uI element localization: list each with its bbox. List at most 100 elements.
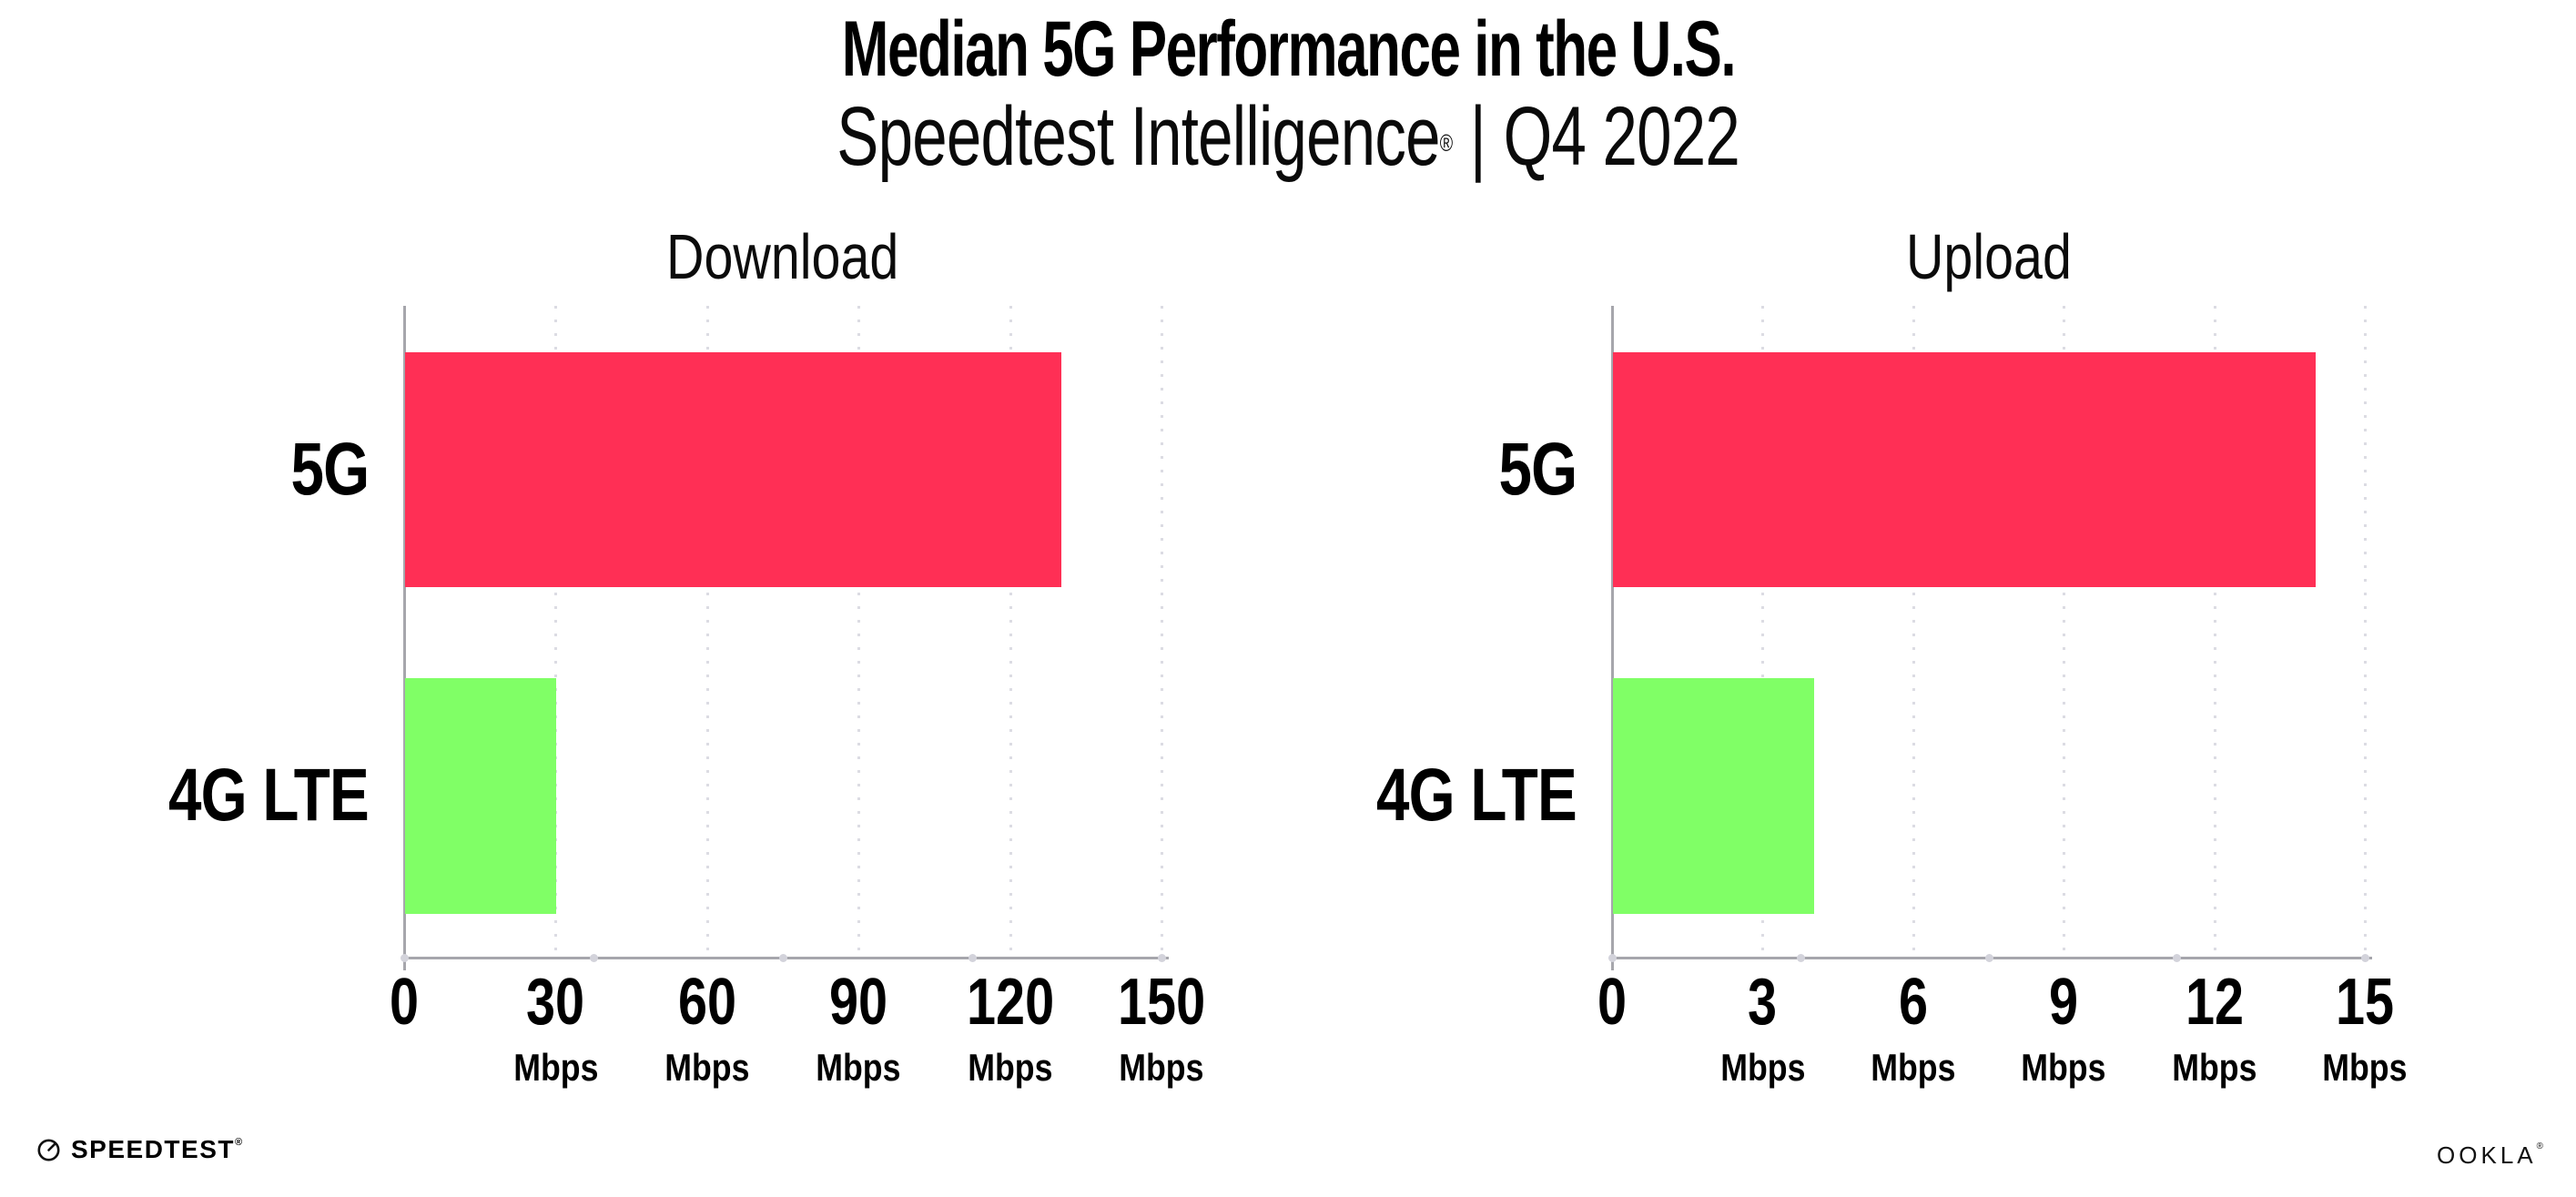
- bar-4g-lte: [405, 678, 557, 914]
- tick-number: 90: [758, 969, 958, 1036]
- tick-number: 3: [1662, 969, 1862, 1036]
- tick-unit-text: Mbps: [664, 1046, 750, 1089]
- download-plot-area: [401, 306, 1169, 970]
- tick-number-text: 0: [1597, 966, 1628, 1039]
- speedtest-logo: SPEEDTEST®: [36, 1136, 244, 1163]
- upload-category-labels: 5G 4G LTE: [1285, 306, 1577, 959]
- tick-number: 30: [455, 969, 655, 1036]
- tick-unit-text: Mbps: [1871, 1046, 1956, 1089]
- gridline-15-mbps: [2364, 306, 2367, 959]
- tick-unit-text: Mbps: [1119, 1046, 1204, 1089]
- tick-label-90: 90 Mbps: [758, 969, 958, 1089]
- category-label-5g: 5G: [77, 427, 370, 511]
- tick-unit: Mbps: [2265, 1047, 2465, 1089]
- tick-label-9: 9 Mbps: [1963, 969, 2164, 1089]
- subtitle-brand: Speedtest Intelligence: [837, 90, 1440, 183]
- axis-tick-dot: [2361, 954, 2369, 962]
- tick-number-text: 6: [1898, 966, 1928, 1039]
- gridline-30-mbps: [554, 306, 558, 959]
- subtitle-period: Q4 2022: [1503, 90, 1739, 183]
- gridline-150-mbps: [1161, 306, 1163, 959]
- axis-tick-dot: [401, 954, 409, 962]
- registered-mark-icon: ®: [234, 1137, 244, 1148]
- ookla-wordmark: OOKLA: [2437, 1141, 2537, 1169]
- page-title-text: Median 5G Performance in the U.S.: [841, 5, 1736, 93]
- tick-unit-text: Mbps: [816, 1046, 901, 1089]
- ookla-logo: OOKLA®: [2437, 1141, 2543, 1169]
- download-category-labels: 5G 4G LTE: [77, 306, 370, 959]
- gridline-3-mbps: [1761, 306, 1765, 959]
- tick-number-text: 3: [1748, 966, 1778, 1039]
- tick-number-text: 120: [966, 966, 1054, 1039]
- axis-tick-dot: [1796, 954, 1805, 962]
- download-y-axis: [403, 306, 406, 970]
- tick-label-3: 3 Mbps: [1662, 969, 1862, 1089]
- tick-number: 60: [607, 969, 807, 1036]
- tick-unit: Mbps: [1813, 1047, 2013, 1089]
- tick-number: 150: [1061, 969, 1262, 1036]
- category-label-5g: 5G: [1285, 427, 1577, 511]
- tick-unit: Mbps: [2115, 1047, 2315, 1089]
- tick-label-150: 150 Mbps: [1061, 969, 1262, 1089]
- gridline-60-mbps: [705, 306, 709, 959]
- tick-unit: Mbps: [607, 1047, 807, 1089]
- upload-plot-area: [1608, 306, 2372, 970]
- download-x-tick-labels: 0 30 Mbps 60 Mbps 90 Mbps 120 Mbps 150 Mbps: [390, 966, 1205, 1151]
- tick-number: 15: [2265, 969, 2465, 1036]
- tick-unit-text: Mbps: [512, 1046, 598, 1089]
- tick-unit: Mbps: [455, 1047, 655, 1089]
- axis-tick-dot: [590, 954, 598, 962]
- upload-y-axis: [1611, 306, 1614, 970]
- page-subtitle: Speedtest Intelligence® | Q4 2022: [0, 91, 2576, 196]
- category-label-4g-lte: 4G LTE: [1285, 755, 1577, 837]
- tick-number-text: 15: [2335, 966, 2395, 1039]
- tick-number-text: 150: [1117, 966, 1206, 1039]
- category-label-text: 4G LTE: [168, 754, 370, 837]
- tick-number: 6: [1813, 969, 2013, 1036]
- tick-label-0: 0: [304, 969, 504, 1036]
- download-chart-title: Download: [666, 221, 899, 292]
- tick-number: 0: [304, 969, 504, 1036]
- category-label-text: 5G: [1498, 427, 1577, 511]
- subtitle-divider: |: [1469, 90, 1486, 183]
- gridline-90-mbps: [857, 306, 861, 959]
- speedtest-gauge-icon: [37, 1139, 60, 1161]
- tick-unit: Mbps: [1061, 1047, 1262, 1089]
- gridline-6-mbps: [1912, 306, 1915, 959]
- tick-unit-text: Mbps: [967, 1046, 1053, 1089]
- tick-label-15: 15 Mbps: [2265, 969, 2465, 1089]
- tick-unit: Mbps: [758, 1047, 958, 1089]
- gridline-9-mbps: [2063, 306, 2066, 959]
- category-label-4g-lte: 4G LTE: [77, 754, 370, 837]
- tick-unit-text: Mbps: [1719, 1046, 1805, 1089]
- tick-number-text: 0: [389, 966, 420, 1039]
- page-title: Median 5G Performance in the U.S.: [0, 5, 2576, 93]
- tick-number: 12: [2115, 969, 2315, 1036]
- upload-x-tick-labels: 0 3 Mbps 6 Mbps 9 Mbps 12 Mbps 15 Mbps: [1597, 969, 2408, 1151]
- tick-label-60: 60 Mbps: [607, 969, 807, 1089]
- tick-number: 0: [1512, 969, 1712, 1036]
- tick-number: 9: [1963, 969, 2164, 1036]
- axis-tick-dot: [2173, 954, 2182, 962]
- tick-number-text: 12: [2185, 966, 2244, 1039]
- tick-label-0: 0: [1512, 969, 1712, 1036]
- category-label-text: 4G LTE: [1376, 754, 1577, 837]
- tick-unit: Mbps: [1963, 1047, 2164, 1089]
- registered-mark-icon: ®: [2536, 1141, 2543, 1151]
- tick-number-text: 30: [526, 966, 585, 1039]
- tick-number-text: 60: [677, 966, 736, 1039]
- category-label-text: 5G: [290, 427, 370, 511]
- axis-tick-dot: [969, 954, 977, 962]
- tick-unit-text: Mbps: [2322, 1046, 2408, 1089]
- speedtest-wordmark: SPEEDTEST®: [71, 1135, 244, 1163]
- gridline-120-mbps: [1009, 306, 1012, 959]
- tick-label-6: 6 Mbps: [1813, 969, 2013, 1089]
- registered-mark-icon: ®: [1439, 129, 1453, 157]
- bar-5g: [405, 351, 1062, 588]
- bar-4g-lte: [1613, 678, 1814, 914]
- axis-tick-dot: [1608, 954, 1617, 962]
- tick-label-12: 12 Mbps: [2115, 969, 2315, 1089]
- tick-unit-text: Mbps: [2171, 1046, 2257, 1089]
- bar-5g: [1613, 351, 2316, 588]
- upload-chart-title: Upload: [1905, 221, 2072, 292]
